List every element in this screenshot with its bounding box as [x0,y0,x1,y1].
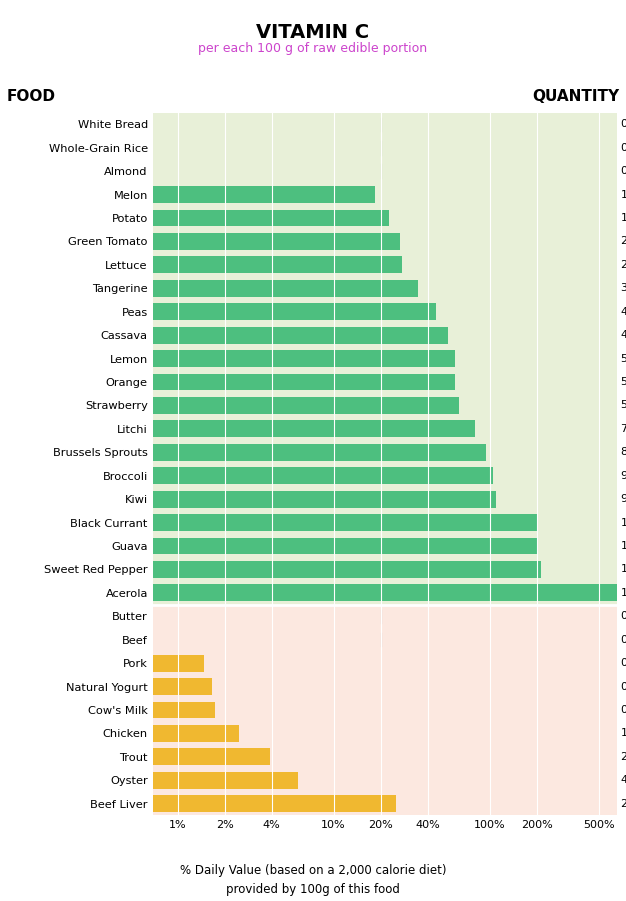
Bar [153,257,402,273]
Text: 4.70 mg: 4.70 mg [621,775,626,786]
Bar [153,796,396,812]
Text: 23.4 mg: 23.4 mg [621,236,626,247]
Text: 22.0 mg: 22.0 mg [621,798,626,809]
Text: per each 100 g of raw edible portion: per each 100 g of raw edible portion [198,42,428,55]
Bar [153,605,617,815]
Text: 71.5 mg: 71.5 mg [621,423,626,434]
Bar [153,233,400,250]
Text: 19.7 mg: 19.7 mg [621,213,626,223]
Text: 0.940 mg: 0.940 mg [621,705,626,715]
Bar [153,702,215,718]
Bar [153,514,537,531]
Text: 1.60 mg: 1.60 mg [621,728,626,739]
Text: VITAMIN C: VITAMIN C [257,23,369,41]
Text: 0.600 mg: 0.600 mg [621,166,626,177]
Text: 0.000 mg: 0.000 mg [621,611,626,622]
Text: 184 mg: 184 mg [621,541,626,551]
Text: 0.000 mg: 0.000 mg [621,119,626,130]
Bar [153,374,455,390]
Bar [153,749,270,765]
Text: FOOD: FOOD [6,88,55,104]
Bar [153,561,541,578]
Bar [153,725,239,742]
Bar [153,327,448,343]
Text: 24.0 mg: 24.0 mg [621,259,626,270]
Bar [153,678,212,695]
Bar [153,280,418,296]
Text: 0.000 mg: 0.000 mg [621,142,626,153]
Text: 1.678 mg: 1.678 mg [621,587,626,598]
Bar [153,350,454,367]
Text: 98.0 mg: 98.0 mg [621,494,626,505]
Text: 16.0 mg: 16.0 mg [621,189,626,200]
Bar [153,468,493,484]
Text: 190 mg: 190 mg [621,564,626,575]
Text: 0.000 mg: 0.000 mg [621,634,626,645]
Text: 56.7 mg: 56.7 mg [621,400,626,411]
Text: 85.0 mg: 85.0 mg [621,447,626,458]
Text: 30.8 mg: 30.8 mg [621,283,626,294]
Text: 93.2 mg: 93.2 mg [621,470,626,481]
Text: QUANTITY: QUANTITY [533,88,620,104]
Bar [153,772,298,788]
Bar [153,397,459,414]
Bar [153,187,375,203]
Text: % Daily Value (based on a 2,000 calorie diet)
provided by 100g of this food: % Daily Value (based on a 2,000 calorie … [180,864,446,896]
Text: 181 mg: 181 mg [621,517,626,528]
Text: 0.700 mg: 0.700 mg [621,658,626,669]
Bar [153,304,436,320]
Text: 48.2 mg: 48.2 mg [621,330,626,341]
Text: 53.0 mg: 53.0 mg [621,353,626,364]
Bar [153,538,538,554]
Bar [153,655,204,671]
Bar [153,210,389,226]
Text: 53.2 mg: 53.2 mg [621,377,626,387]
Bar [153,585,617,601]
Text: 0.870 mg: 0.870 mg [621,681,626,692]
Text: 40.0 mg: 40.0 mg [621,306,626,317]
Text: 2.90 mg: 2.90 mg [621,751,626,762]
Bar [153,491,496,507]
Bar [153,113,617,605]
Bar [153,421,475,437]
Bar [153,444,486,460]
